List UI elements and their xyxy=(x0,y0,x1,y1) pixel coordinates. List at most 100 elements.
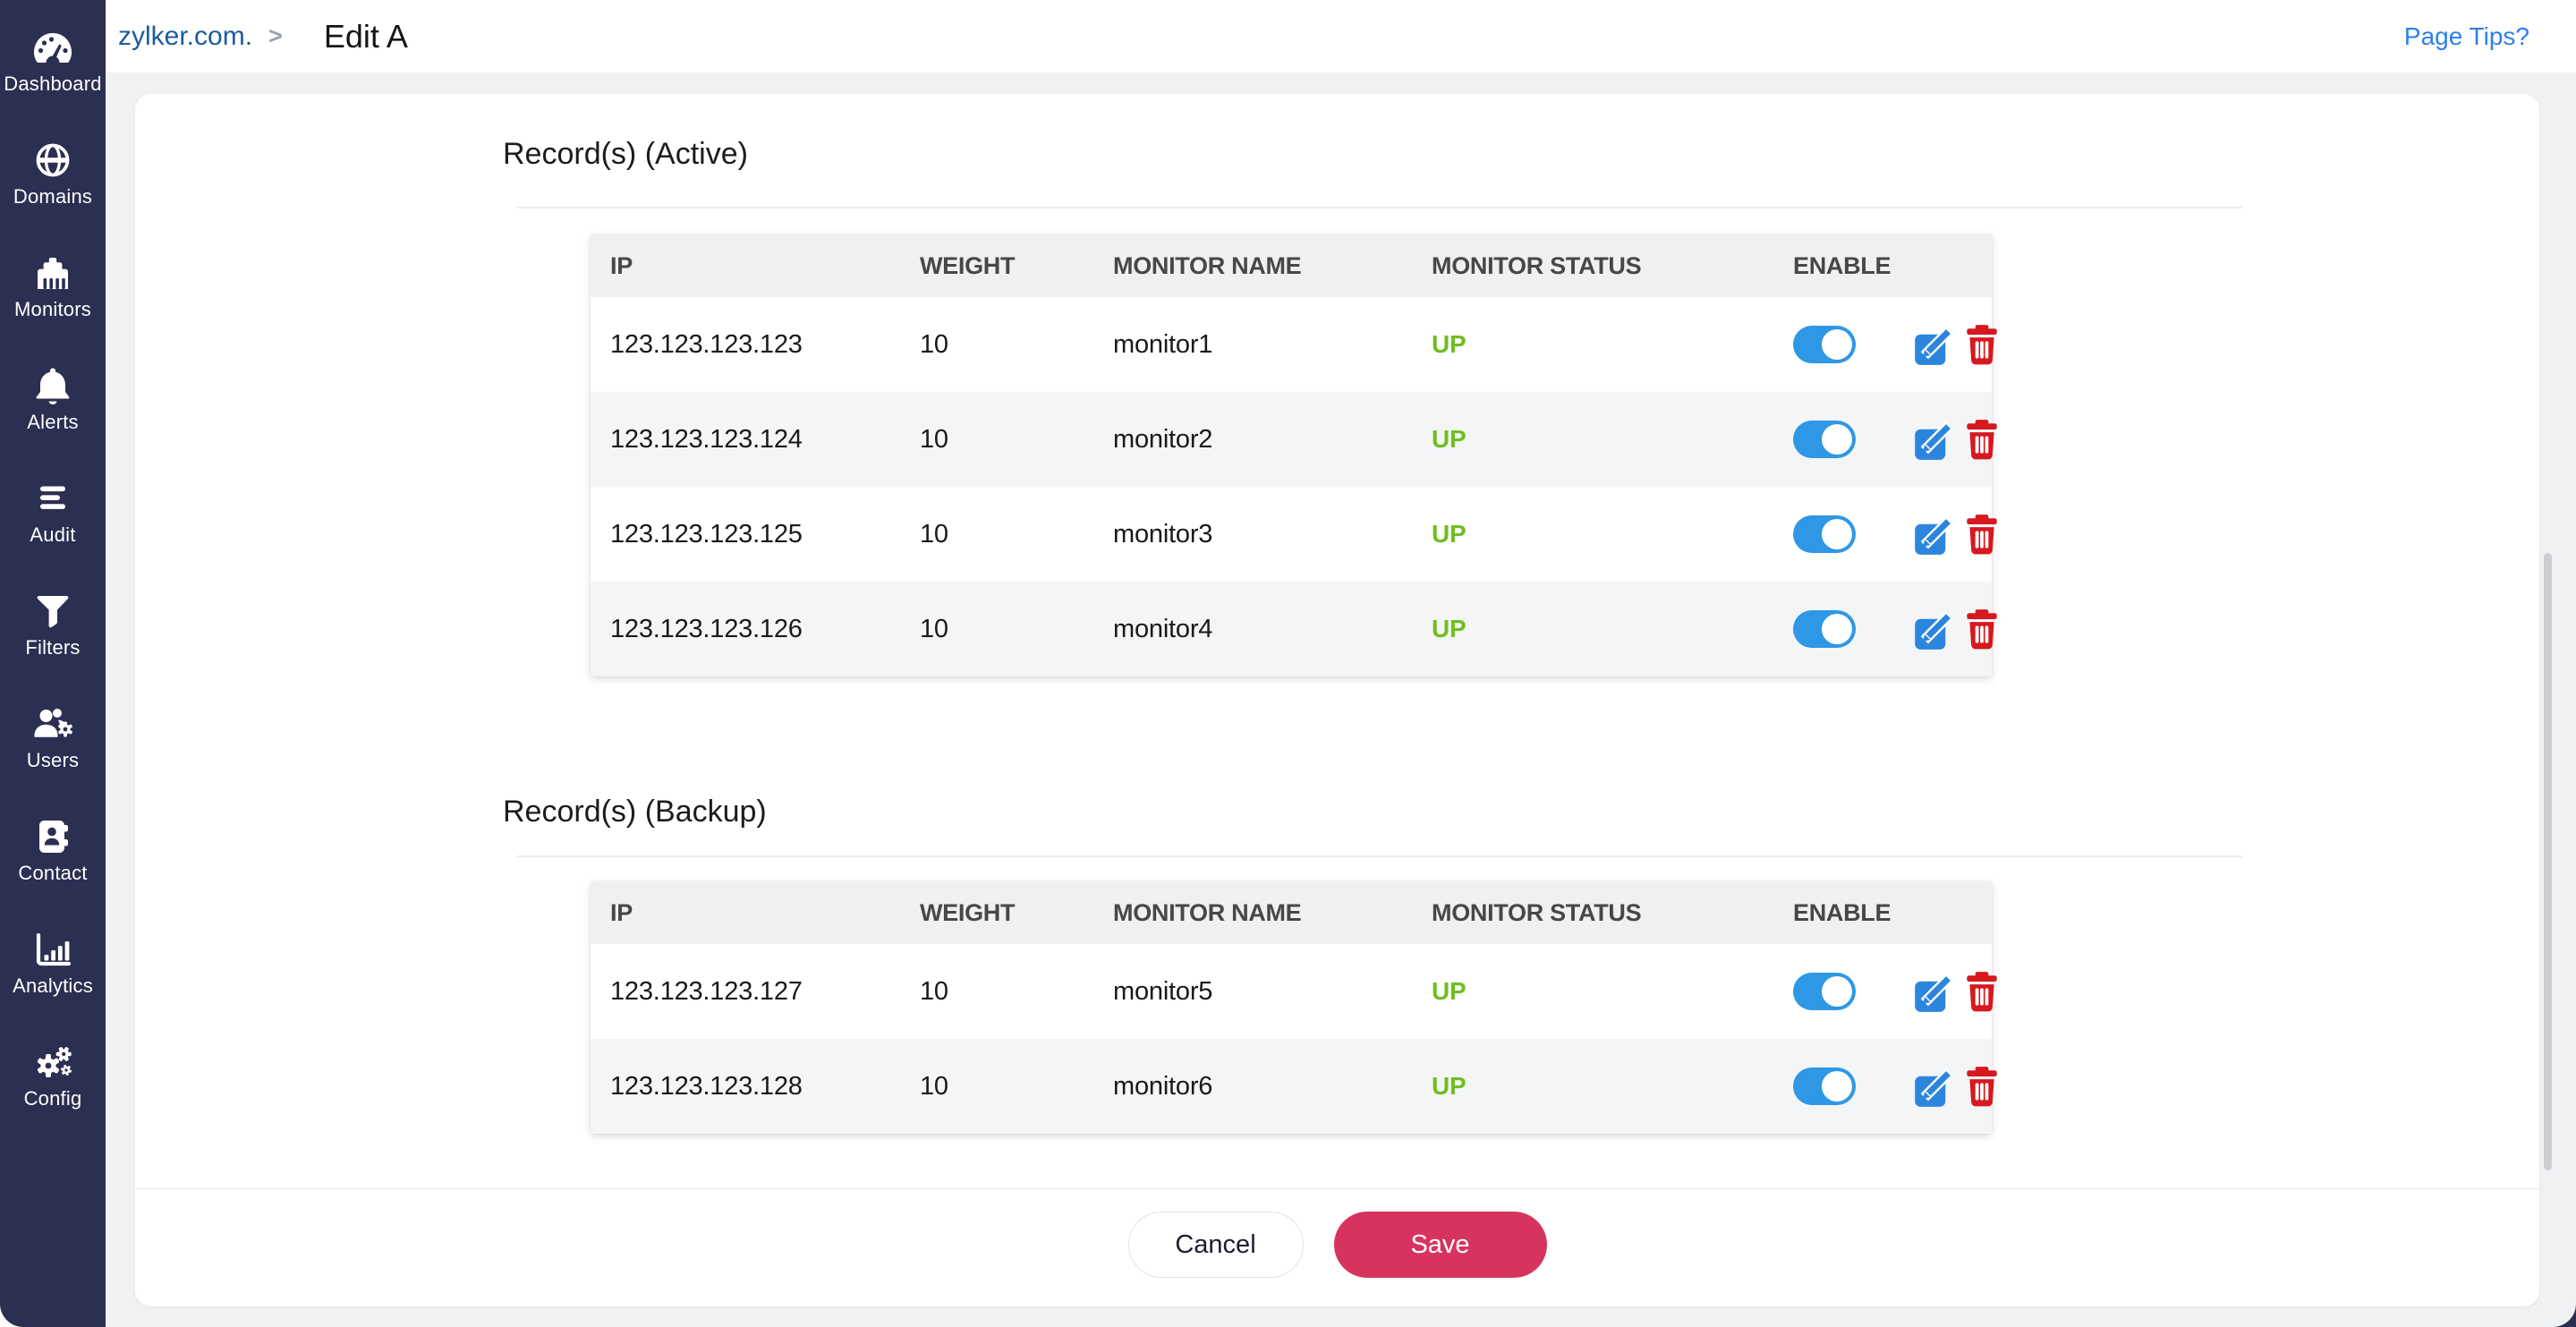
sidebar-item-monitors[interactable]: Monitors xyxy=(0,240,106,353)
sidebar-item-label: Contact xyxy=(18,862,88,884)
edit-icon[interactable] xyxy=(1913,513,1955,557)
enable-toggle[interactable] xyxy=(1793,610,1856,648)
monitor-name-cell: monitor1 xyxy=(1113,329,1213,359)
sidebar-item-label: Alerts xyxy=(27,411,79,433)
monitor-status-cell: UP xyxy=(1432,977,1467,1005)
sidebar-item-users[interactable]: Users xyxy=(0,691,106,804)
ip-cell: 123.123.123.128 xyxy=(610,1071,803,1101)
sidebar-item-label: Filters xyxy=(25,636,81,659)
monitors-icon xyxy=(31,252,74,293)
col-header-weight: WEIGHT xyxy=(920,251,1016,279)
edit-icon[interactable] xyxy=(1913,970,1955,1014)
monitor-status-cell: UP xyxy=(1432,1072,1467,1100)
weight-cell: 10 xyxy=(920,614,948,643)
monitor-name-cell: monitor4 xyxy=(1113,614,1213,643)
table-row: 123.123.123.125 10 monitor3 UP xyxy=(591,487,1992,582)
sidebar-item-audit[interactable]: Audit xyxy=(0,465,106,578)
sidebar-item-config[interactable]: Config xyxy=(0,1029,106,1142)
edit-record-card: Record(s) (Active) IP WEIGHT MONITOR NAM… xyxy=(135,94,2539,1306)
section-divider xyxy=(517,207,2242,208)
table-row: 123.123.123.127 10 monitor5 UP xyxy=(591,944,1992,1039)
table-row: 123.123.123.128 10 monitor6 UP xyxy=(591,1039,1992,1134)
bell-icon xyxy=(33,365,72,406)
sidebar: Dashboard Domains Monitors xyxy=(0,0,106,1327)
sidebar-item-label: Audit xyxy=(30,523,76,546)
edit-icon[interactable] xyxy=(1913,608,1955,651)
weight-cell: 10 xyxy=(920,329,948,359)
toggle-knob xyxy=(1822,614,1852,644)
delete-icon[interactable] xyxy=(1963,513,2001,556)
topbar: zylker.com. > Edit A Page Tips? xyxy=(106,0,2576,72)
table-row: 123.123.123.123 10 monitor1 UP xyxy=(591,297,1992,392)
monitor-status-cell: UP xyxy=(1432,330,1467,358)
sidebar-item-label: Users xyxy=(26,749,80,771)
users-gear-icon xyxy=(31,703,74,744)
save-button[interactable]: Save xyxy=(1333,1212,1547,1278)
monitor-status-cell: UP xyxy=(1432,425,1467,453)
delete-icon[interactable] xyxy=(1963,1065,2001,1108)
toggle-knob xyxy=(1822,519,1852,549)
toggle-knob xyxy=(1822,1071,1852,1102)
section-title-backup: Record(s) (Backup) xyxy=(503,795,767,829)
monitor-status-cell: UP xyxy=(1432,615,1467,642)
edit-icon[interactable] xyxy=(1913,323,1955,367)
col-header-monitor-status: MONITOR STATUS xyxy=(1432,898,1642,926)
delete-icon[interactable] xyxy=(1963,418,2001,461)
sidebar-item-label: Config xyxy=(23,1087,82,1110)
audit-lines-icon xyxy=(33,478,72,519)
weight-cell: 10 xyxy=(920,1071,948,1101)
gears-icon xyxy=(31,1042,74,1083)
toggle-knob xyxy=(1822,976,1852,1007)
breadcrumb-domain-link[interactable]: zylker.com. xyxy=(118,21,253,51)
breadcrumb-separator: > xyxy=(268,22,283,49)
sidebar-item-label: Analytics xyxy=(13,974,93,997)
enable-toggle[interactable] xyxy=(1793,515,1856,553)
edit-icon[interactable] xyxy=(1913,418,1955,462)
delete-icon[interactable] xyxy=(1963,323,2001,366)
delete-icon[interactable] xyxy=(1963,970,2001,1013)
weight-cell: 10 xyxy=(920,976,948,1006)
table-row: 123.123.123.124 10 monitor2 UP xyxy=(591,392,1992,487)
vertical-scrollbar[interactable] xyxy=(2544,553,2552,1170)
col-header-ip: IP xyxy=(610,251,633,279)
enable-toggle[interactable] xyxy=(1793,326,1856,363)
footer-divider xyxy=(135,1188,2539,1189)
sidebar-item-label: Monitors xyxy=(14,298,91,320)
table-row: 123.123.123.126 10 monitor4 UP xyxy=(591,582,1992,676)
ip-cell: 123.123.123.123 xyxy=(610,329,803,359)
sidebar-item-label: Dashboard xyxy=(4,72,102,95)
cancel-button[interactable]: Cancel xyxy=(1127,1212,1304,1278)
ip-cell: 123.123.123.124 xyxy=(610,424,803,454)
sidebar-item-domains[interactable]: Domains xyxy=(0,127,106,240)
sidebar-item-analytics[interactable]: Analytics xyxy=(0,916,106,1029)
monitor-name-cell: monitor6 xyxy=(1113,1071,1213,1101)
page-tips-link[interactable]: Page Tips? xyxy=(2403,21,2529,50)
col-header-monitor-name: MONITOR NAME xyxy=(1113,898,1302,926)
backup-records-table: IP WEIGHT MONITOR NAME MONITOR STATUS EN… xyxy=(591,881,1992,1134)
sidebar-item-dashboard[interactable]: Dashboard xyxy=(0,14,106,127)
delete-icon[interactable] xyxy=(1963,608,2001,651)
col-header-ip: IP xyxy=(610,898,633,926)
section-divider xyxy=(517,855,2242,857)
sidebar-item-alerts[interactable]: Alerts xyxy=(0,353,106,465)
enable-toggle[interactable] xyxy=(1793,421,1856,458)
toggle-knob xyxy=(1822,329,1852,360)
ip-cell: 123.123.123.127 xyxy=(610,976,803,1006)
sidebar-item-filters[interactable]: Filters xyxy=(0,578,106,691)
gauge-icon xyxy=(31,27,74,68)
globe-icon xyxy=(33,140,72,181)
weight-cell: 10 xyxy=(920,424,948,454)
toggle-knob xyxy=(1822,424,1852,455)
address-book-icon xyxy=(33,816,72,857)
enable-toggle[interactable] xyxy=(1793,973,1856,1010)
weight-cell: 10 xyxy=(920,519,948,549)
enable-toggle[interactable] xyxy=(1793,1068,1856,1105)
table-header: IP WEIGHT MONITOR NAME MONITOR STATUS EN… xyxy=(591,234,1992,297)
col-header-enable: ENABLE xyxy=(1793,251,1892,279)
edit-icon[interactable] xyxy=(1913,1065,1955,1109)
ip-cell: 123.123.123.125 xyxy=(610,519,803,549)
sidebar-item-contact[interactable]: Contact xyxy=(0,804,106,916)
col-header-weight: WEIGHT xyxy=(920,898,1016,926)
monitor-name-cell: monitor5 xyxy=(1113,976,1213,1006)
monitor-name-cell: monitor3 xyxy=(1113,519,1213,549)
